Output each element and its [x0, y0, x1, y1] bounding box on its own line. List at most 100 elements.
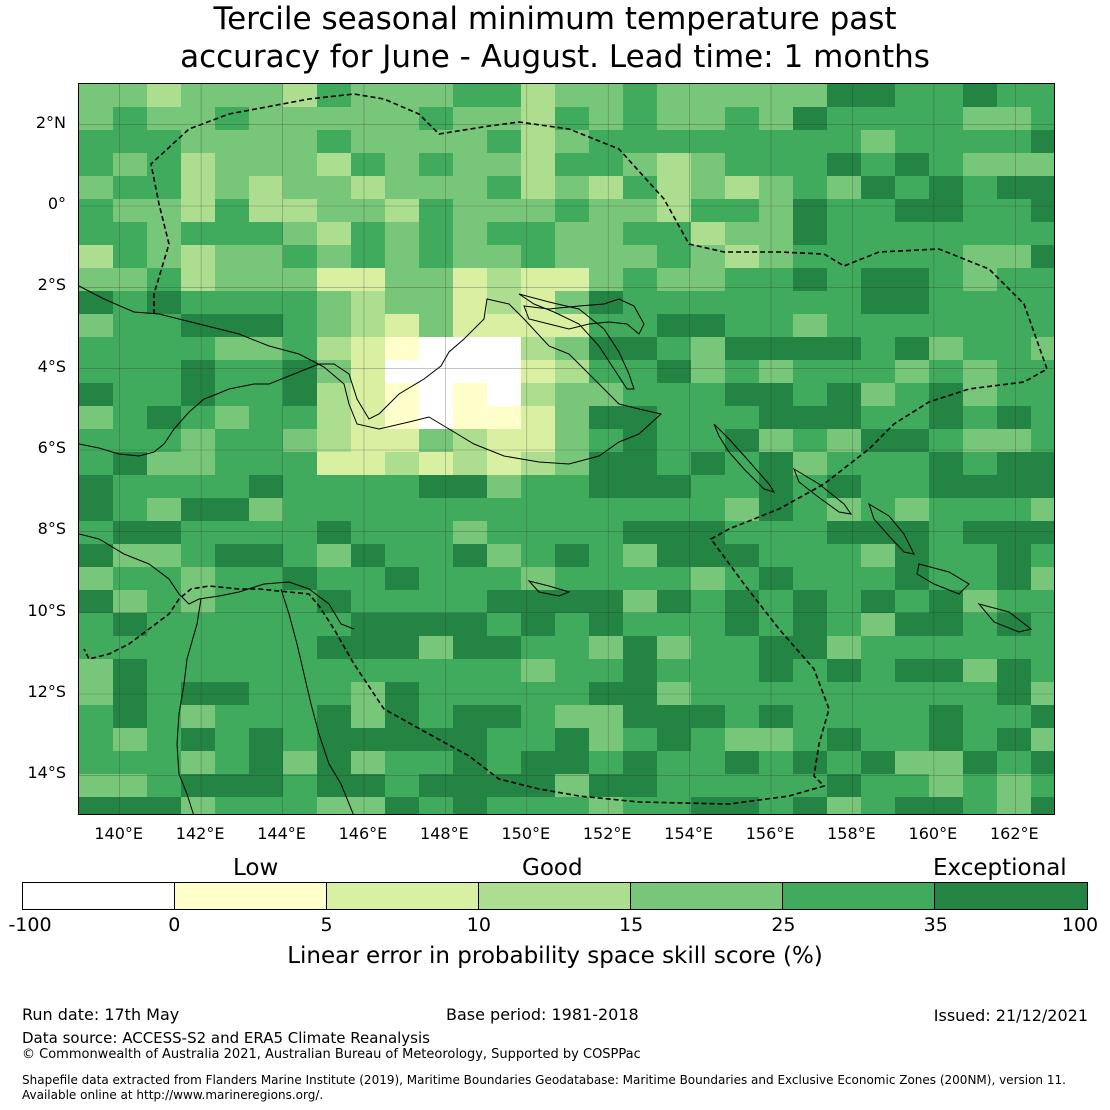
skill-cell — [691, 107, 725, 130]
skill-cell — [929, 406, 963, 429]
skill-cell — [589, 268, 623, 291]
copyright-notice: © Commonwealth of Australia 2021, Austra… — [22, 1047, 641, 1062]
skill-cell — [725, 751, 759, 774]
skill-cell — [317, 383, 351, 406]
skill-cell — [759, 797, 793, 814]
skill-cell — [113, 751, 147, 774]
skill-cell — [419, 544, 453, 567]
skill-cell — [419, 245, 453, 268]
skill-cell — [487, 452, 521, 475]
skill-cell — [147, 728, 181, 751]
skill-cell — [827, 222, 861, 245]
skill-cell — [419, 84, 453, 107]
skill-cell — [963, 222, 997, 245]
skill-cell — [929, 544, 963, 567]
skill-cell — [589, 544, 623, 567]
skill-cell — [929, 176, 963, 199]
skill-cell — [521, 613, 555, 636]
skill-cell — [351, 636, 385, 659]
skill-cell — [521, 728, 555, 751]
skill-cell — [1031, 429, 1054, 452]
skill-cell — [181, 291, 215, 314]
skill-cell — [861, 613, 895, 636]
skill-cell — [113, 130, 147, 153]
skill-cell — [555, 613, 589, 636]
skill-cell — [147, 199, 181, 222]
skill-cell — [181, 728, 215, 751]
skill-cell — [1031, 636, 1054, 659]
skill-cell — [963, 659, 997, 682]
skill-cell — [1031, 797, 1054, 814]
skill-cell — [657, 383, 691, 406]
skill-cell — [317, 521, 351, 544]
skill-cell — [453, 268, 487, 291]
skill-cell — [79, 153, 113, 176]
skill-cell — [419, 521, 453, 544]
skill-cell — [895, 84, 929, 107]
skill-cell — [419, 314, 453, 337]
skill-cell — [283, 636, 317, 659]
skill-cell — [419, 383, 453, 406]
skill-cell — [419, 797, 453, 814]
skill-cell — [453, 222, 487, 245]
skill-cell — [181, 337, 215, 360]
skill-cell — [793, 222, 827, 245]
skill-cell — [929, 613, 963, 636]
skill-cell — [317, 682, 351, 705]
skill-cell — [283, 153, 317, 176]
graticule — [79, 84, 1054, 814]
skill-cell — [827, 314, 861, 337]
skill-cell — [929, 498, 963, 521]
skill-cell — [521, 452, 555, 475]
skill-cell — [79, 107, 113, 130]
skill-cell — [725, 429, 759, 452]
skill-cell — [997, 84, 1031, 107]
skill-cell — [827, 360, 861, 383]
skill-cell — [793, 728, 827, 751]
skill-cell — [147, 452, 181, 475]
skill-cell — [691, 314, 725, 337]
skill-cell — [283, 337, 317, 360]
skill-cell — [521, 705, 555, 728]
skill-cell — [487, 406, 521, 429]
skill-cell — [589, 337, 623, 360]
colorbar-segment — [327, 883, 479, 909]
skill-cell — [895, 452, 929, 475]
skill-cell — [79, 498, 113, 521]
skill-cell — [997, 797, 1031, 814]
skill-cell — [691, 544, 725, 567]
skill-cell — [283, 383, 317, 406]
skill-cell — [555, 153, 589, 176]
skill-cell — [895, 429, 929, 452]
skill-cell — [793, 659, 827, 682]
skill-cell — [895, 383, 929, 406]
skill-cell — [351, 728, 385, 751]
skill-cell — [997, 636, 1031, 659]
skill-cell — [317, 797, 351, 814]
skill-cell — [997, 268, 1031, 291]
skill-cell — [351, 84, 385, 107]
skill-cell — [249, 406, 283, 429]
skill-cell — [657, 659, 691, 682]
skill-cell — [351, 222, 385, 245]
skill-cell — [861, 406, 895, 429]
skill-cell — [317, 659, 351, 682]
skill-cell — [487, 659, 521, 682]
skill-cell — [861, 751, 895, 774]
skill-cell — [793, 498, 827, 521]
skill-cell — [929, 682, 963, 705]
skill-cell — [453, 84, 487, 107]
skill-cell — [249, 245, 283, 268]
skill-cell — [657, 590, 691, 613]
skill-cell — [351, 130, 385, 153]
skill-cell — [555, 360, 589, 383]
skill-cell — [555, 498, 589, 521]
skill-cell — [793, 613, 827, 636]
skill-cell — [79, 314, 113, 337]
colorbar-tick-label: 15 — [619, 914, 644, 936]
skill-cell — [147, 429, 181, 452]
skill-cell — [147, 705, 181, 728]
longitude-tick-label: 144°E — [257, 824, 306, 843]
skill-cell — [283, 567, 317, 590]
latitude-tick-label: 10°S — [27, 600, 66, 620]
